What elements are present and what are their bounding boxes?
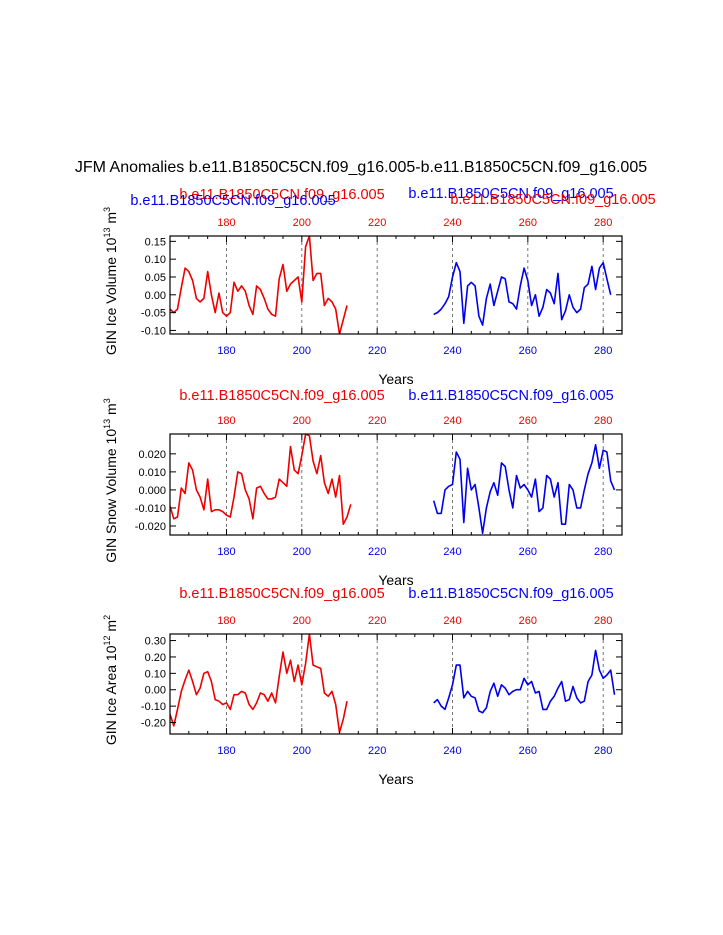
panel-ice-volume: -0.10 -0.05 0.00 0.05 0.10 0.15 180 200 220 240 2… [102,186,656,387]
x-tick-label-top: 180 [217,217,235,229]
x-tick-label-bottom: 280 [594,546,612,558]
series-line-blue [433,261,612,326]
case-label-red: b.e11.B1850C5CN.f09_g16.005 [179,388,384,404]
x-tick-label-top: 280 [594,415,612,427]
plot-frame [169,433,623,536]
y-tick-label: 0.00 [145,290,166,302]
y-tick-label: 0.30 [145,636,166,648]
x-axis-top: 180 200 220 240 260 280 [169,615,623,640]
x-tick-label-top: 260 [519,415,537,427]
x-tick-label-top: 220 [368,217,386,229]
x-tick-label-bottom: 200 [293,745,311,757]
x-tick-label-bottom: 220 [368,345,386,357]
y-axis: -0.20 -0.10 0.00 0.10 0.20 0.30 [141,636,622,730]
gridlines [226,434,604,535]
x-axis-bottom: 180 200 220 240 260 280 [169,728,623,757]
y-tick-label: -0.10 [141,701,166,713]
y-axis: -0.10 -0.05 0.00 0.05 0.10 0.15 [141,236,622,337]
case-label-blue: b.e11.B1850C5CN.f09_g16.005 [408,388,613,404]
x-tick-label-top: 200 [293,217,311,229]
x-tick-label-top: 180 [217,615,235,627]
series-line-red [170,634,348,734]
y-tick-label: 0.00 [145,685,166,697]
x-tick-label-bottom: 260 [519,745,537,757]
x-tick-label-bottom: 280 [594,345,612,357]
case-label-blue: b.e11.B1850C5CN.f09_g16.005 [408,586,613,602]
x-axis-title: Years [378,371,413,387]
case-label-red: b.e11.B1850C5CN.f09_g16.005 [179,586,384,602]
x-tick-label-top: 200 [293,615,311,627]
case-labels: b.e11.B1850C5CN.f09_g16.005 b.e11.B1850C5… [179,388,613,404]
y-tick-label: -0.10 [141,325,166,337]
x-tick-label-top: 220 [368,615,386,627]
y-axis-title: GIN Ice Area 1012 m2 [102,615,119,745]
x-axis-title: Years [378,572,413,588]
series-line-blue [433,649,616,714]
x-tick-label-bottom: 180 [217,745,235,757]
x-axis-bottom: 180 200 220 240 260 280 [169,328,623,357]
x-tick-label-top: 280 [594,615,612,627]
y-tick-label: 0.10 [145,254,166,266]
x-axis-top: 180 200 220 240 260 280 [169,217,623,242]
y-tick-label: 0.20 [145,652,166,664]
y-tick-label: -0.20 [141,718,166,730]
y-tick-label: 0.010 [138,467,166,479]
x-tick-label-bottom: 200 [293,345,311,357]
panel-ice-area: -0.20 -0.10 0.00 0.10 0.20 0.30 180 200 220 240 2… [102,586,623,787]
x-tick-label-bottom: 260 [519,345,537,357]
x-tick-label-top: 240 [443,615,461,627]
y-tick-label: -0.05 [141,308,166,320]
series-lines [170,236,612,334]
x-tick-label-top: 220 [368,415,386,427]
x-tick-label-bottom: 220 [368,546,386,558]
case-labels: b.e11.B1850C5CN.f09_g16.005b.e11.B1850C5… [130,186,655,209]
plot-frame [169,235,623,335]
y-axis: -0.020 -0.010 0.000 0.010 0.020 [135,449,622,533]
x-tick-label-top: 240 [443,415,461,427]
y-tick-label: 0.000 [138,485,166,497]
x-tick-label-bottom: 180 [217,546,235,558]
x-tick-label-bottom: 200 [293,546,311,558]
series-line-red [170,236,348,334]
x-tick-label-top: 260 [519,217,537,229]
x-tick-label-bottom: 180 [217,345,235,357]
series-line-red [170,434,352,526]
x-tick-label-bottom: 240 [443,546,461,558]
x-axis-bottom: 180 200 220 240 260 280 [169,529,623,558]
series-lines [170,434,616,535]
gridlines [226,634,604,734]
y-tick-label: -0.020 [135,521,166,533]
x-tick-label-bottom: 240 [443,745,461,757]
x-tick-label-top: 260 [519,615,537,627]
x-tick-label-top: 280 [594,217,612,229]
x-tick-label-bottom: 220 [368,745,386,757]
case-label-blue: b.e11.B1850C5CN.f09_g16.005 [130,193,335,209]
x-axis-title: Years [378,771,413,787]
x-tick-label-bottom: 240 [443,345,461,357]
y-axis-title: GIN Ice Volume 1013 m3 [102,207,119,355]
plot-frame [169,633,623,735]
x-tick-label-bottom: 280 [594,745,612,757]
x-tick-label-bottom: 260 [519,546,537,558]
x-axis-top: 180 200 220 240 260 280 [169,415,623,440]
y-tick-label: 0.05 [145,272,166,284]
y-tick-label: 0.020 [138,449,166,461]
series-line-blue [432,443,616,535]
x-tick-label-top: 180 [217,415,235,427]
y-axis-title: GIN Snow Volume 1013 m3 [102,398,119,562]
case-label-red: b.e11.B1850C5CN.f09_g16.005 [179,187,384,203]
figure-title: JFM Anomalies b.e11.B1850C5CN.f09_g16.00… [75,159,647,176]
x-tick-label-top: 200 [293,415,311,427]
case-label-red: b.e11.B1850C5CN.f09_g16.005 [450,192,655,208]
x-tick-label-top: 240 [443,217,461,229]
case-labels: b.e11.B1850C5CN.f09_g16.005 b.e11.B1850C5… [179,586,613,602]
panel-snow-volume: -0.020 -0.010 0.000 0.010 0.020 180 200 220 240… [102,388,623,588]
y-tick-label: 0.10 [145,668,166,680]
gridlines [226,236,604,334]
y-tick-label: -0.010 [135,503,166,515]
series-lines [170,634,616,734]
y-tick-label: 0.15 [145,236,166,248]
case-label-blue: b.e11.B1850C5CN.f09_g16.005 [408,186,613,202]
